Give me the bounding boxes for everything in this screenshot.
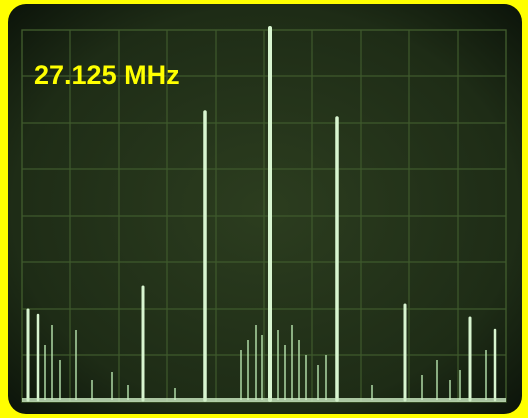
screen xyxy=(8,4,522,414)
spectrum-trace xyxy=(22,26,506,402)
frequency-label: 27.125 MHz xyxy=(34,60,180,90)
graticule xyxy=(21,29,507,403)
